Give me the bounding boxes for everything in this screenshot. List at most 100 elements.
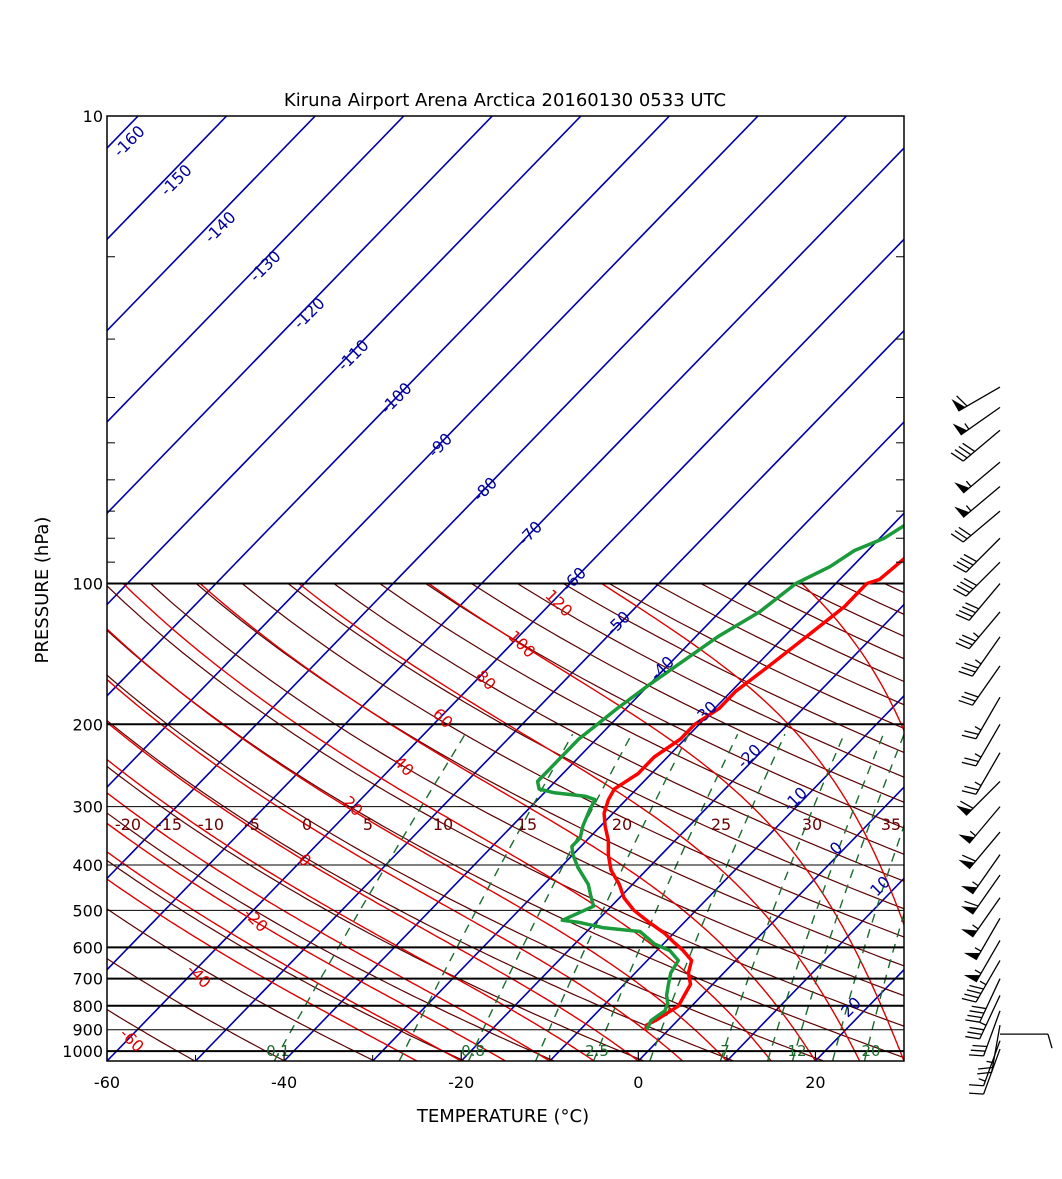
x-axis-ticks: -60 -40 -20 0 20 — [94, 1051, 826, 1092]
dry-adiabat-line — [379, 583, 904, 855]
mixing-ratio-line — [649, 733, 786, 1061]
dry-adiabat-line — [516, 582, 904, 778]
wind-barb — [969, 1040, 1001, 1087]
wind-barb — [955, 583, 1001, 621]
isotherm-label: -50 — [602, 607, 634, 639]
mixing-ratio-line — [398, 733, 574, 1061]
mixing-ratio-label: 12 — [787, 1042, 806, 1060]
wind-barb-staff — [971, 874, 1001, 915]
isotherm-lines — [107, 116, 904, 1061]
sounding-profiles — [535, 523, 904, 1032]
isotherm-line — [107, 116, 848, 880]
wind-barb-flag — [1047, 1033, 1053, 1049]
wind-barb-pennant — [958, 859, 975, 869]
moist-adiabat-line — [107, 758, 595, 1061]
mixing-ratio-line — [534, 733, 690, 1061]
wind-barb-staff — [971, 636, 1001, 677]
dry-adiabat-line — [107, 765, 645, 1061]
isotherm-label: -130 — [246, 247, 285, 286]
wind-barb-flag — [967, 1014, 982, 1019]
wind-barb-staff — [971, 897, 1001, 938]
isoline-labels: -160-150-140-130-120-110-100-90-80-70-60… — [110, 122, 902, 1060]
wind-barb — [958, 806, 1001, 844]
moist-adiabat-label: -20 — [240, 904, 272, 936]
wind-barb-flag — [958, 526, 972, 537]
wind-barb-flag — [965, 1019, 980, 1023]
dry-adiabat-label: 15 — [517, 815, 537, 834]
wind-barb — [950, 429, 1001, 462]
mixing-ratio-line — [273, 733, 466, 1061]
x-axis-title: TEMPERATURE (°C) — [416, 1106, 589, 1127]
moist-adiabat-line — [107, 678, 684, 1061]
moist-adiabat-line — [298, 582, 861, 1061]
wind-barb-staff — [968, 583, 1001, 621]
wind-barb-staff — [975, 752, 1001, 795]
isotherm-line — [107, 116, 316, 332]
wind-barb-flag — [954, 449, 968, 459]
isotherm-label: 20 — [837, 993, 865, 1021]
wind-barb-staff — [962, 510, 1001, 543]
y-tick-label: 10 — [83, 107, 103, 126]
isotherm-line — [726, 877, 904, 1061]
moist-adiabat-line — [107, 792, 551, 1061]
wind-barb-pennant — [954, 506, 970, 518]
wind-barb — [961, 723, 1001, 767]
wind-barb — [961, 897, 1001, 938]
wind-barb-flag — [970, 1049, 986, 1052]
wind-barb-flag — [950, 452, 964, 462]
dry-adiabat-label: 5 — [363, 815, 373, 834]
dry-adiabat-line — [107, 812, 555, 1061]
wind-barb-half — [965, 480, 972, 487]
wind-barb-flag — [969, 1054, 984, 1057]
moist-adiabat-label: 100 — [504, 627, 539, 662]
wind-barb — [969, 1010, 1001, 1057]
wind-barb — [951, 386, 1001, 412]
wind-barb-flag — [961, 734, 977, 740]
wind-barb-staff — [982, 1040, 1001, 1087]
wind-barb-pennant — [961, 906, 978, 915]
wind-barb-half — [974, 781, 982, 787]
isotherm-line — [107, 116, 493, 515]
x-tick-label: -60 — [94, 1073, 120, 1092]
wind-barb-flag — [960, 800, 974, 809]
isotherm-label: -150 — [157, 161, 196, 200]
wind-barb-flag — [964, 730, 979, 736]
wind-barb-half — [974, 726, 982, 731]
dry-adiabat-line — [107, 1008, 196, 1061]
dry-adiabat-label: -20 — [115, 815, 141, 834]
wind-barb-staff — [982, 1010, 1001, 1057]
wind-barb-pennant — [952, 423, 968, 435]
y-tick-label: 200 — [72, 715, 103, 734]
wind-barb-flag — [960, 557, 974, 566]
isotherm-line — [549, 694, 904, 1061]
moist-adiabat-line — [428, 582, 904, 1061]
wind-barb — [961, 874, 1001, 915]
wind-barb-staff — [982, 1048, 1001, 1095]
wind-barb — [961, 854, 1001, 895]
y-tick-label: 900 — [72, 1021, 103, 1040]
dry-adiabat-line — [333, 583, 904, 882]
wind-barb-flag — [956, 395, 968, 407]
dry-adiabat-line — [884, 582, 904, 594]
wind-barb-pennant — [954, 482, 970, 494]
wind-barb — [958, 665, 1001, 706]
wind-barb-half — [979, 1021, 987, 1026]
isotherm-label: -140 — [201, 208, 240, 247]
wind-barb-staff — [979, 995, 1001, 1040]
wind-barb-half — [972, 924, 979, 930]
wind-barb-flag — [958, 699, 973, 706]
wind-barb — [963, 917, 1001, 961]
isotherm-line — [637, 785, 904, 1061]
wind-barb-flag — [950, 533, 964, 543]
dry-adiabat-label: -5 — [244, 815, 260, 834]
wind-barb-staff — [968, 611, 1001, 650]
isotherm-label: -160 — [110, 122, 149, 161]
wind-barb-half — [972, 881, 979, 887]
x-tick-label: -20 — [448, 1073, 474, 1092]
wind-barb-flag — [958, 670, 973, 677]
y-tick-label: 700 — [72, 970, 103, 989]
dry-adiabat-line — [107, 719, 735, 1061]
dry-adiabat-label: 20 — [612, 815, 632, 834]
isotherm-label: 0 — [826, 838, 847, 859]
